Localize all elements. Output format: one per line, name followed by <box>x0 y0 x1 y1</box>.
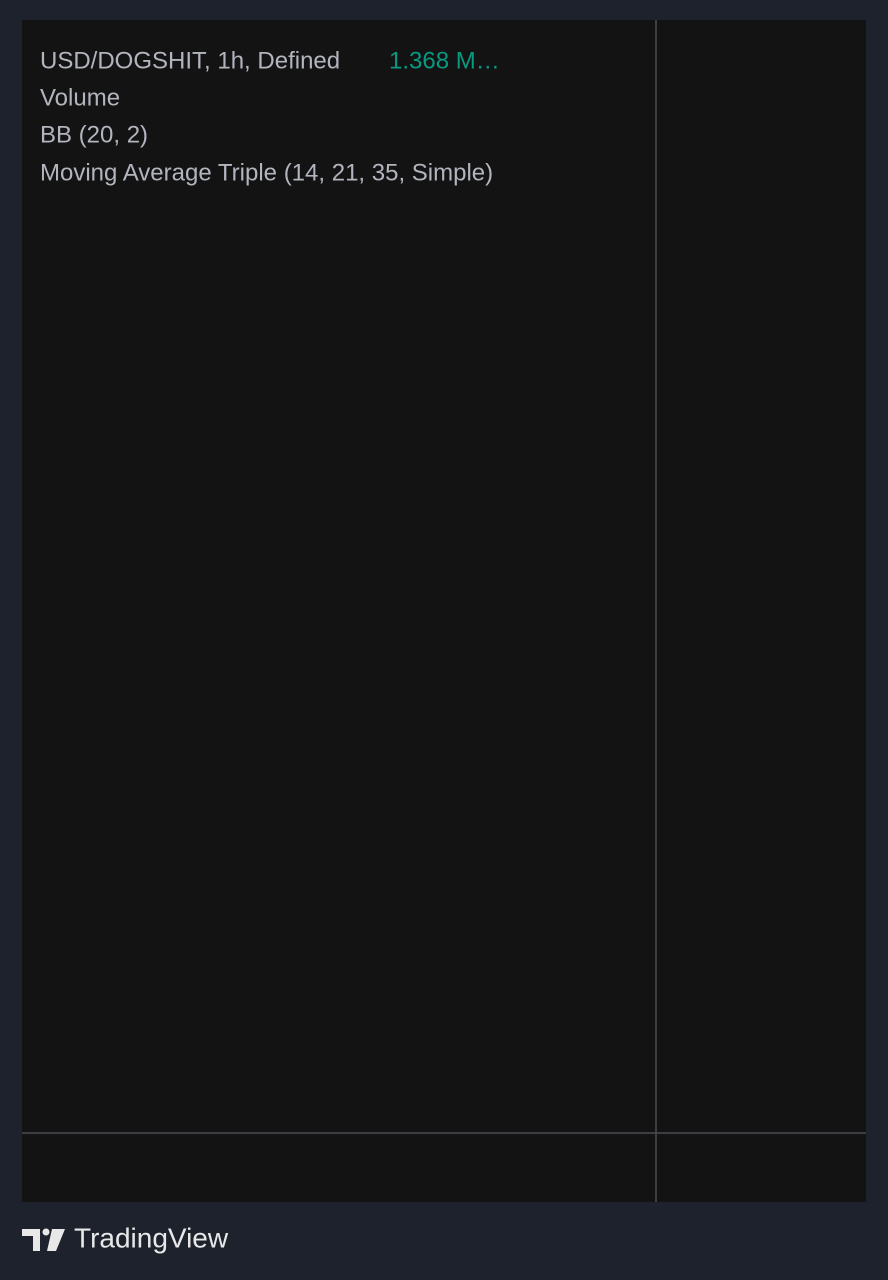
brand-name: TradingView <box>74 1222 229 1253</box>
brand-logo <box>22 1228 65 1251</box>
indicator-label: Volume <box>40 84 120 111</box>
title-value: 1.368 M… <box>389 47 500 74</box>
chart-panel <box>22 20 866 1202</box>
chart-title: USD/DOGSHIT, 1h, Defined <box>40 47 340 74</box>
indicator-label: Moving Average Triple (14, 21, 35, Simpl… <box>40 159 493 186</box>
indicator-label: BB (20, 2) <box>40 121 148 148</box>
